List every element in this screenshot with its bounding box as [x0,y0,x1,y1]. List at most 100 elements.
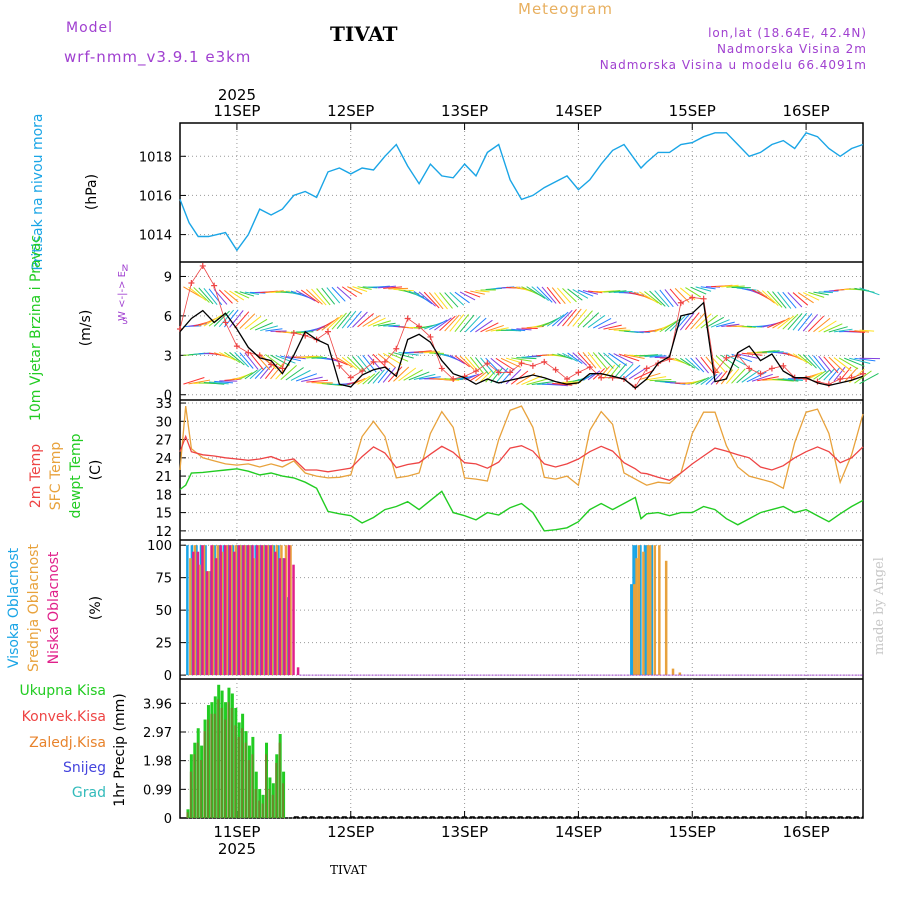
wind-vector [306,289,323,305]
wind-vector [772,317,790,329]
wind-vector [618,353,640,362]
wind-vector [700,314,718,329]
wind-vector [536,286,553,303]
wind-vector [695,286,712,292]
wind-vector [326,314,343,331]
wind-vector [551,287,566,305]
wind-vector [716,321,735,328]
wind-vector [823,323,843,333]
cloud-high-bar [222,545,226,676]
temp-2m-title: 2m Temp [28,444,44,508]
wind-vector [521,375,542,386]
wind-vector [459,291,476,301]
cloud-mid-bar [220,551,224,676]
wind-speed-line [179,301,864,390]
wind-vector [690,312,706,330]
wind-vector [813,370,826,380]
wind-vector [234,290,250,299]
cloud-high-bar [195,545,198,676]
day-label-bottom: 15SEP [669,823,716,841]
wind-vector [229,351,245,366]
cloud-high-bar [249,545,253,676]
precip-convective-bar [224,719,227,818]
y-tick-label: 1018 [139,150,172,165]
cloud-high-bar [630,584,633,676]
wind-vector [413,291,433,305]
cloud-high-bar [213,545,216,676]
y-tick-label: 0 [164,389,172,404]
wind-vector [234,352,250,368]
day-label-top: 14SEP [555,102,602,120]
wind-vector [244,352,259,370]
wind-vector [398,367,417,382]
wind-vector [833,357,852,372]
wind-vector [434,317,452,331]
wind-vector [792,312,808,331]
wind-vector [459,314,475,333]
wind-vector [761,290,779,306]
wind-vector [270,354,290,367]
wind-vector [547,383,568,387]
wind-vector [577,352,592,368]
cloud-high-bar [245,545,248,676]
wind-vector [587,352,602,370]
cloud-mid-bar [239,545,242,676]
y-tick-label: 3 [164,349,172,364]
wind-vector [218,289,233,304]
wind-vector [382,366,397,383]
cloud-low-bar [292,564,295,676]
wind-vector [372,285,390,288]
wind-vector [506,329,522,332]
wind-vector [265,328,283,332]
cloud-low-bar [274,551,277,676]
wind-vector [357,375,371,385]
cloud-high-title: Visoka Oblacnost [6,547,22,668]
cloud-low-bar [260,545,263,676]
wind-vector [239,313,256,329]
wind-vector [454,355,470,368]
wind-vector [244,315,262,330]
wind-vector [639,291,659,304]
wind-vector [572,352,588,366]
temp-2m-line [179,434,864,482]
wind-vector [203,381,225,385]
wind-vector [767,290,783,308]
y-tick-label: 33 [155,397,172,412]
precip-convective-bar [206,719,209,818]
wind-vector [295,290,316,302]
cloud-mid-bar [211,545,215,676]
wind-vector [475,357,490,375]
wind-vector [859,287,880,296]
lonlat-label: lon,lat (18.64E, 42.4N) [708,26,867,40]
wind-title: 10m Vjetar Brzina i Pravac [28,235,44,421]
wind-vector [690,378,706,385]
wind-vector [613,353,634,364]
wind-vector [526,378,549,386]
cloud-high-bar [231,545,235,676]
cloud-mid-bar [225,545,229,676]
wind-vector [797,313,813,332]
day-label-top: 15SEP [669,102,716,120]
precip-convective-bar [217,699,220,818]
wind-vector [777,291,792,309]
wind-vector [495,357,515,371]
wind-vector [285,356,306,360]
cloud-mid-bar [289,545,292,676]
cloud-mid-bar [648,545,652,676]
wind-vector [357,355,372,373]
wind-vector [613,363,627,379]
wind-vector [710,372,723,385]
wind-vector [449,292,465,306]
day-label-bottom: 14SEP [555,823,602,841]
cloud-mid-bar [646,545,650,676]
wind-vector [679,312,695,331]
wind-vector [710,319,730,328]
wind-vector [726,368,740,385]
wind-vector [254,365,268,379]
cloud-mid-bar [633,584,636,676]
wind-vector [644,291,663,306]
precip-convective-bar [282,783,285,818]
wind-vector [562,308,577,327]
cloud-high-bar [208,571,212,676]
wind-vector [716,284,733,288]
